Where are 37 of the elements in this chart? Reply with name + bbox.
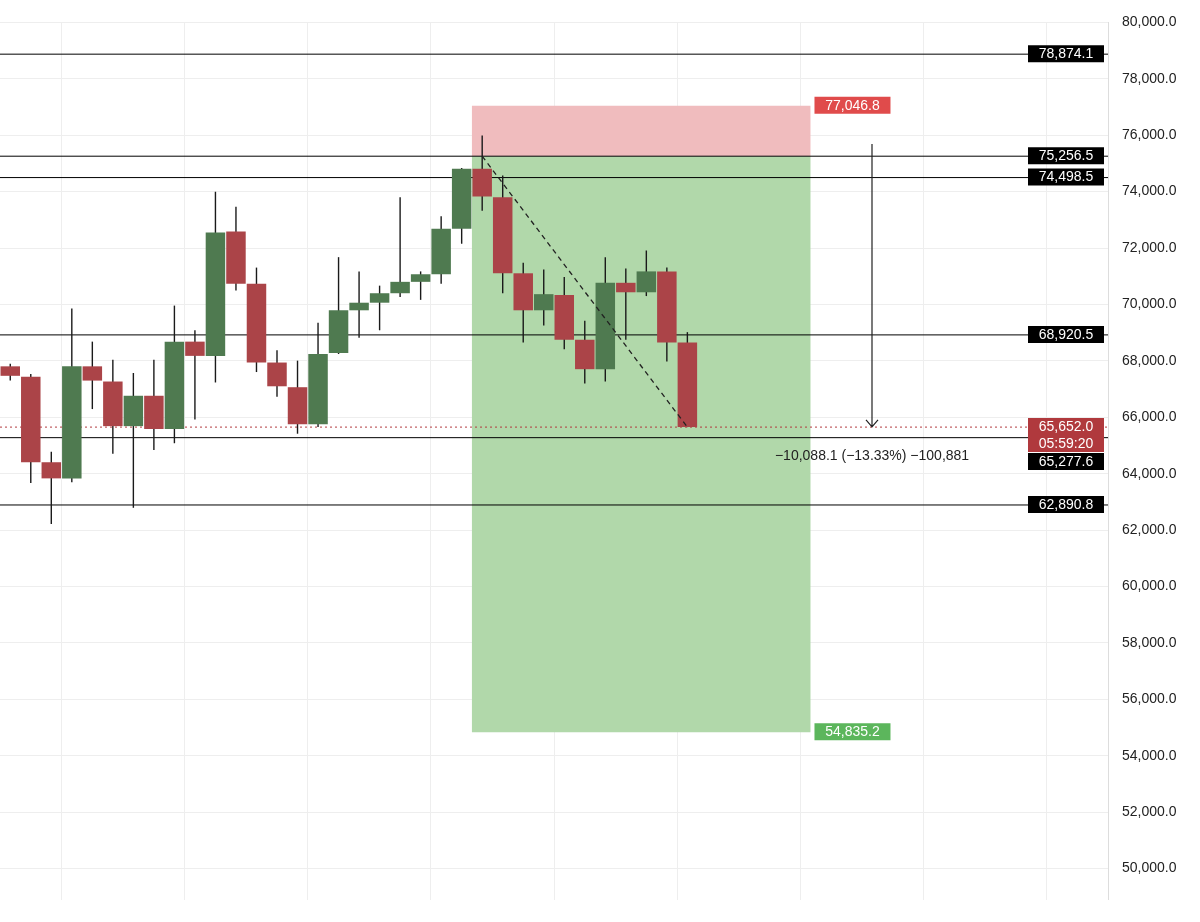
candlestick [636, 249, 657, 297]
candlestick [410, 270, 431, 301]
y-tick-label: 50,000.0 [1122, 859, 1177, 876]
y-tick-label: 76,000.0 [1122, 126, 1177, 143]
candlestick [616, 267, 636, 341]
candlestick [82, 340, 103, 410]
candlestick [349, 270, 369, 339]
y-tick-label: 74,000.0 [1122, 182, 1177, 199]
ref-line-label: 68,920.5 [1038, 325, 1094, 342]
y-tick-label: 62,000.0 [1122, 520, 1177, 537]
y-tick-label: 56,000.0 [1122, 690, 1177, 707]
ref-line-label: 75,256.5 [1038, 147, 1094, 164]
ref-line-label: 62,890.8 [1038, 495, 1094, 512]
y-tick-label: 58,000.0 [1122, 633, 1177, 650]
candlestick [369, 284, 390, 331]
ref-line-label: 65,277.6 [1038, 452, 1094, 469]
band-label: 54,835.2 [825, 723, 880, 740]
y-tick-label: 60,000.0 [1122, 577, 1177, 594]
y-tick-label: 80,000.0 [1122, 13, 1177, 30]
y-tick-label: 72,000.0 [1122, 238, 1177, 255]
ref-line-label: 65,652.0 05:59:20 [1038, 417, 1094, 451]
y-tick-label: 78,000.0 [1122, 69, 1177, 86]
y-tick-label: 54,000.0 [1122, 746, 1177, 763]
annotation: −10,088.1 (−13.33%) −100,881 [774, 446, 970, 463]
y-tick-label: 64,000.0 [1122, 464, 1177, 481]
candlestick [41, 451, 62, 525]
y-tick-label: 70,000.0 [1122, 295, 1177, 312]
ref-line-label: 78,874.1 [1038, 45, 1094, 62]
candlestick [533, 268, 554, 327]
ref-line-label: 74,498.5 [1038, 168, 1094, 185]
candlestick [390, 196, 410, 298]
y-tick-label: 68,000.0 [1122, 351, 1177, 368]
y-tick-label: 52,000.0 [1122, 803, 1177, 820]
band-label: 77,046.8 [825, 96, 880, 113]
y-tick-label: 66,000.0 [1122, 408, 1177, 425]
candlestick [267, 349, 287, 398]
candlestick [185, 329, 205, 421]
